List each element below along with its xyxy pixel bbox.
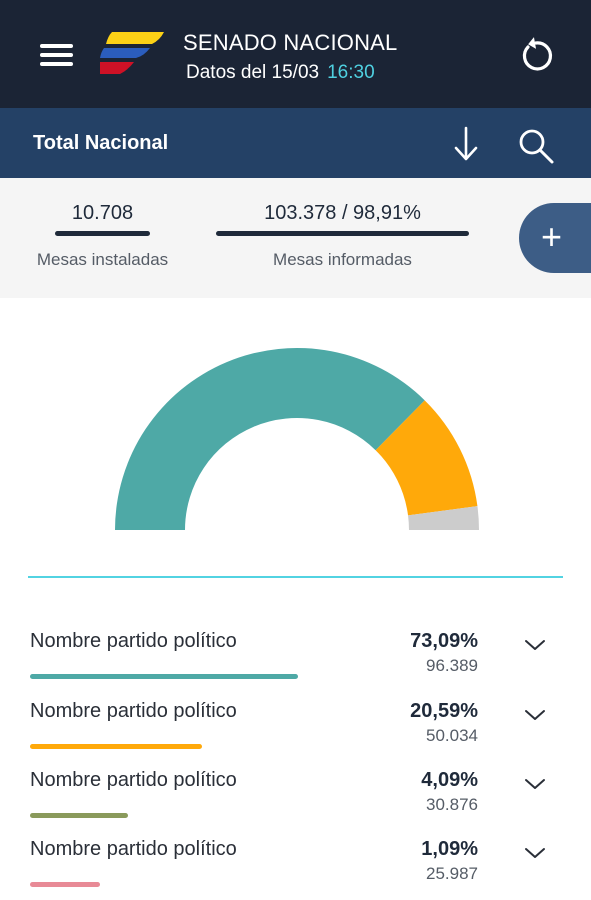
chevron-down-icon[interactable]: [524, 777, 546, 791]
gauge-slice-1: [115, 347, 425, 530]
gauge-slice-2: [375, 400, 478, 516]
party-name: Nombre partido político: [30, 630, 237, 652]
party-share-bar: [30, 882, 100, 887]
app-header: SENADO NACIONAL Datos del 15/03 16:30: [0, 0, 591, 108]
stat-value: 10.708: [71, 202, 134, 224]
party-share-bar: [30, 744, 202, 749]
party-percent: 4,09%: [421, 769, 478, 791]
search-icon[interactable]: [516, 126, 556, 166]
party-row[interactable]: Nombre partido político 1,09% 25.987: [0, 838, 591, 900]
date-label: Datos del 15/03: [186, 62, 320, 83]
scope-label: Total Nacional: [33, 132, 169, 154]
results-gauge-chart: [115, 347, 479, 530]
party-votes: 30.876: [426, 795, 478, 814]
page-title: SENADO NACIONAL: [183, 30, 398, 55]
stat-value: 103.378 / 98,91%: [264, 202, 421, 224]
flag-logo: [100, 32, 164, 74]
party-name: Nombre partido político: [30, 700, 237, 722]
gauge-slice-3: [408, 506, 479, 530]
plus-icon: +: [541, 216, 563, 257]
party-votes: 25.987: [426, 864, 478, 883]
party-row[interactable]: Nombre partido político 73,09% 96.389: [0, 630, 591, 698]
party-votes: 50.034: [426, 726, 478, 745]
party-row[interactable]: Nombre partido político 4,09% 30.876: [0, 769, 591, 837]
add-button[interactable]: +: [519, 203, 591, 273]
stat-label: Mesas informadas: [273, 250, 412, 269]
stat-label: Mesas instaladas: [36, 250, 169, 269]
time-label: 16:30: [327, 62, 375, 83]
stat-mesas-instaladas: 10.708 Mesas instaladas: [30, 202, 175, 270]
party-row[interactable]: Nombre partido político 20,59% 50.034: [0, 700, 591, 768]
refresh-icon[interactable]: [516, 36, 556, 76]
scope-bar: Total Nacional: [0, 108, 591, 178]
stats-panel: 10.708 Mesas instaladas 103.378 / 98,91%…: [0, 178, 591, 298]
party-votes: 96.389: [426, 656, 478, 675]
party-share-bar: [30, 813, 128, 818]
stat-underline: [216, 231, 469, 236]
divider: [28, 576, 563, 578]
party-name: Nombre partido político: [30, 838, 237, 860]
chevron-down-icon[interactable]: [524, 708, 546, 722]
chevron-down-icon[interactable]: [524, 638, 546, 652]
data-timestamp: Datos del 15/03 16:30: [186, 62, 375, 84]
chevron-down-icon[interactable]: [524, 846, 546, 860]
party-percent: 73,09%: [410, 630, 478, 652]
party-name: Nombre partido político: [30, 769, 237, 791]
party-percent: 20,59%: [410, 700, 478, 722]
stat-underline: [55, 231, 150, 236]
party-share-bar: [30, 674, 298, 679]
stat-mesas-informadas: 103.378 / 98,91% Mesas informadas: [210, 202, 475, 270]
hamburger-icon[interactable]: [40, 44, 74, 66]
party-percent: 1,09%: [421, 838, 478, 860]
arrow-down-icon[interactable]: [450, 124, 482, 164]
